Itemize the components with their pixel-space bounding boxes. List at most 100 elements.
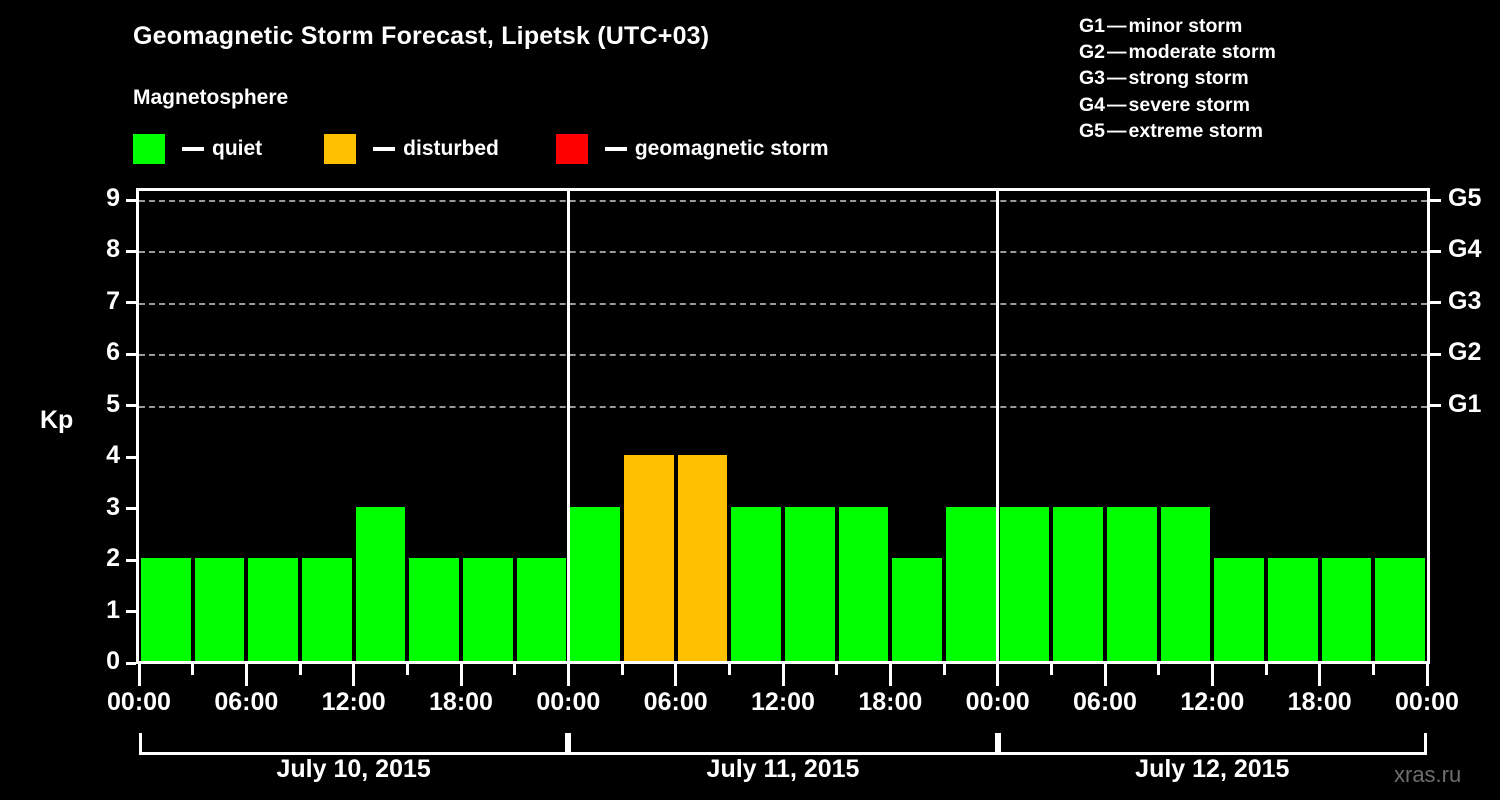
bar bbox=[731, 506, 781, 661]
x-tick-23 bbox=[1371, 664, 1375, 675]
x-tick-5 bbox=[405, 664, 409, 675]
x-tick-24 bbox=[1425, 664, 1429, 686]
x-tick-2 bbox=[244, 664, 248, 686]
bar bbox=[838, 506, 889, 661]
g-scale-code: G1 bbox=[1079, 15, 1106, 37]
x-tick-4 bbox=[352, 664, 356, 686]
g-scale-dash-icon: — bbox=[1107, 41, 1127, 64]
x-tick-14 bbox=[888, 664, 892, 686]
y-tick-label-8: 8 bbox=[106, 235, 120, 264]
g-tick-label-g4: G4 bbox=[1448, 235, 1482, 264]
y-tick-0 bbox=[126, 661, 136, 665]
g-tick-label-g3: G3 bbox=[1448, 286, 1482, 315]
x-tick-label-2: 12:00 bbox=[321, 688, 386, 716]
x-tick-20 bbox=[1210, 664, 1214, 686]
x-tick-label-9: 06:00 bbox=[1073, 688, 1137, 716]
day-bracket-1 bbox=[139, 733, 569, 755]
page-title: Geomagnetic Storm Forecast, Lipetsk (UTC… bbox=[133, 22, 710, 50]
y-tick-7 bbox=[126, 301, 136, 305]
g-scale-desc: minor storm bbox=[1128, 15, 1243, 37]
y-tick-2 bbox=[126, 558, 136, 562]
x-tick-7 bbox=[513, 664, 517, 675]
x-tick-label-12: 00:00 bbox=[1395, 688, 1459, 716]
bar bbox=[946, 506, 996, 661]
legend-heading: Magnetosphere bbox=[133, 86, 289, 109]
legend-label-quiet: quiet bbox=[212, 137, 263, 160]
x-tick-label-6: 12:00 bbox=[751, 688, 815, 716]
plot-frame bbox=[136, 188, 1430, 664]
bar bbox=[785, 506, 835, 661]
g-tick-g2 bbox=[1430, 352, 1441, 356]
y-axis-label: Kp bbox=[40, 406, 74, 434]
g-scale-code: G4 bbox=[1079, 93, 1106, 116]
x-tick-13 bbox=[835, 664, 839, 675]
bar bbox=[355, 506, 406, 661]
gridline-kp-9 bbox=[139, 200, 1427, 202]
day-divider-2 bbox=[996, 191, 1000, 661]
g-scale-row-g3: G3 — strong storm bbox=[1079, 65, 1276, 91]
legend-item-storm: geomagnetic storm bbox=[555, 134, 829, 164]
day-bracket-2 bbox=[568, 733, 998, 755]
x-tick-6 bbox=[459, 664, 463, 686]
g-scale-dash-icon: — bbox=[1107, 67, 1127, 90]
y-tick-label-4: 4 bbox=[106, 441, 120, 470]
day-label-2: July 11, 2015 bbox=[706, 755, 860, 783]
bar bbox=[1321, 558, 1372, 661]
y-tick-5 bbox=[126, 404, 136, 408]
x-tick-label-1: 06:00 bbox=[214, 688, 279, 716]
g-tick-g1 bbox=[1430, 404, 1441, 408]
watermark: xras.ru bbox=[1394, 762, 1462, 787]
bar bbox=[141, 558, 191, 661]
g-tick-g5 bbox=[1430, 198, 1441, 202]
bar bbox=[463, 558, 513, 661]
x-tick-21 bbox=[1264, 664, 1268, 675]
x-tick-label-3: 18:00 bbox=[429, 688, 493, 716]
g-scale-legend: G1 — minor storm G2 — moderate storm G3 — … bbox=[1079, 13, 1276, 144]
day-label-1: July 10, 2015 bbox=[276, 755, 431, 783]
gridline-kp-8 bbox=[139, 251, 1427, 254]
plot-area bbox=[139, 191, 1427, 661]
g-scale-row-g4: G4 — severe storm bbox=[1079, 92, 1276, 118]
y-tick-label-3: 3 bbox=[106, 492, 120, 521]
y-tick-label-7: 7 bbox=[106, 286, 120, 315]
x-tick-1 bbox=[191, 664, 195, 675]
g-scale-desc: severe storm bbox=[1128, 93, 1250, 116]
x-tick-label-10: 12:00 bbox=[1180, 688, 1245, 716]
y-tick-3 bbox=[126, 507, 136, 511]
g-tick-g4 bbox=[1430, 249, 1441, 253]
y-tick-4 bbox=[126, 455, 136, 459]
legend-label-disturbed: disturbed bbox=[403, 137, 499, 160]
x-tick-label-4: 00:00 bbox=[536, 688, 601, 716]
bar-series bbox=[139, 191, 1427, 661]
g-scale-code: G5 bbox=[1079, 119, 1106, 142]
x-tick-label-11: 18:00 bbox=[1287, 688, 1352, 716]
bar bbox=[570, 506, 620, 661]
g-scale-desc: extreme storm bbox=[1128, 119, 1263, 142]
y-tick-label-1: 1 bbox=[106, 595, 120, 624]
x-tick-label-0: 00:00 bbox=[107, 688, 171, 716]
bar bbox=[1160, 506, 1211, 661]
day-divider-1 bbox=[566, 191, 570, 661]
g-tick-g3 bbox=[1430, 301, 1441, 305]
bar bbox=[677, 455, 728, 661]
bar bbox=[1214, 558, 1264, 661]
bar bbox=[409, 558, 459, 661]
gridline-kp-6 bbox=[139, 354, 1427, 357]
legend: quiet disturbed geomagnetic storm bbox=[133, 133, 829, 165]
day-label-3: July 12, 2015 bbox=[1135, 755, 1290, 783]
gridline-kp-5 bbox=[139, 405, 1427, 408]
g-scale-row-g5: G5 — extreme storm bbox=[1079, 118, 1276, 144]
red-square-icon bbox=[555, 134, 588, 164]
bar bbox=[516, 558, 567, 661]
y-tick-label-9: 9 bbox=[106, 184, 120, 212]
x-tick-3 bbox=[298, 664, 302, 675]
y-tick-9 bbox=[126, 198, 136, 202]
y-tick-6 bbox=[126, 352, 136, 356]
legend-dash-icon bbox=[182, 147, 204, 151]
bar bbox=[302, 558, 352, 661]
bar bbox=[999, 506, 1050, 661]
bar bbox=[248, 558, 298, 661]
bar bbox=[1375, 558, 1425, 661]
g-scale-dash-icon: — bbox=[1107, 15, 1127, 37]
x-tick-12 bbox=[781, 664, 785, 686]
